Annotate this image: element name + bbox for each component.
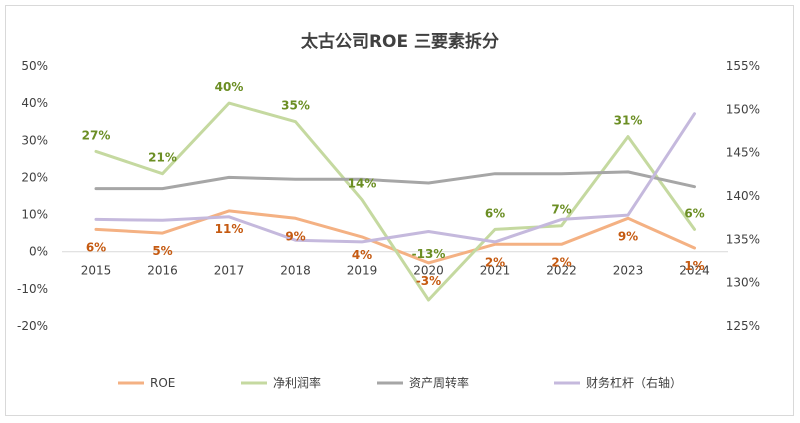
- x-tick-label: 2023: [613, 264, 644, 278]
- series-line: [94, 170, 696, 191]
- x-tick-label: 2019: [347, 264, 378, 278]
- series-lines: [94, 101, 696, 302]
- net-margin-data-label: 6%: [684, 206, 704, 220]
- net-margin-data-label: 21%: [148, 151, 177, 165]
- roe-data-label: 9%: [285, 229, 305, 243]
- left-tick-label: 10%: [21, 208, 48, 222]
- roe-data-label: 5%: [152, 244, 172, 258]
- roe-data-label: 1%: [684, 259, 704, 273]
- left-tick-label: 20%: [21, 170, 48, 184]
- legend-label: ROE: [150, 376, 175, 390]
- right-tick-label: 130%: [726, 276, 760, 290]
- roe-data-label: 11%: [215, 222, 244, 236]
- series-line: [94, 101, 696, 302]
- x-tick-label: 2015: [81, 264, 112, 278]
- x-tick-label: 2022: [546, 264, 577, 278]
- right-tick-label: 135%: [726, 232, 760, 246]
- right-tick-label: 155%: [726, 59, 760, 73]
- left-tick-label: 30%: [21, 133, 48, 147]
- net-margin-data-label: 6%: [485, 206, 505, 220]
- series-line: [94, 112, 696, 244]
- right-tick-label: 145%: [726, 146, 760, 160]
- legend-label: 净利润率: [273, 375, 321, 390]
- legend-label: 财务杠杆（右轴）: [586, 375, 682, 390]
- right-axis: 155% 150% 145% 140% 135% 130% 125%: [726, 59, 760, 333]
- net-margin-data-label: 31%: [614, 114, 643, 128]
- roe-data-label: 6%: [86, 240, 106, 254]
- x-tick-label: 2018: [280, 264, 311, 278]
- left-tick-label: -20%: [17, 319, 48, 333]
- left-tick-label: 0%: [29, 245, 48, 259]
- net-margin-data-label: -13%: [412, 247, 446, 261]
- net-margin-data-label: 40%: [215, 80, 244, 94]
- right-tick-label: 125%: [726, 319, 760, 333]
- net-margin-data-label: 14%: [348, 177, 377, 191]
- left-tick-label: -10%: [17, 282, 48, 296]
- x-tick-label: 2020: [413, 264, 444, 278]
- x-tick-label: 2024: [679, 264, 710, 278]
- net-margin-data-label: 35%: [281, 99, 310, 113]
- roe-data-label: 2%: [551, 255, 571, 269]
- roe-data-label: 9%: [618, 229, 638, 243]
- chart-title: 太古公司ROE 三要素拆分: [301, 31, 499, 52]
- net-margin-data-label: 7%: [551, 203, 571, 217]
- x-tick-label: 2017: [214, 264, 245, 278]
- right-tick-label: 140%: [726, 189, 760, 203]
- net-margin-data-label: 27%: [82, 128, 111, 142]
- roe-data-label: 4%: [352, 248, 372, 262]
- legend-label: 资产周转率: [409, 375, 469, 390]
- data-labels: 6% 5% 11% 9% 4% -3% 2% 2% 9% 1% 27% 21% 40% 35% 14% -13…: [82, 80, 705, 288]
- roe-data-label: 2%: [485, 255, 505, 269]
- left-axis: 50% 40% 30% 20% 10% 0% -10% -20%: [17, 59, 48, 333]
- left-tick-label: 40%: [21, 96, 48, 110]
- left-tick-label: 50%: [21, 59, 48, 73]
- roe-data-label: -3%: [416, 274, 441, 288]
- x-tick-label: 2021: [480, 264, 511, 278]
- legend: ROE 净利润率 资产周转率 财务杠杆（右轴）: [118, 375, 682, 390]
- x-axis: 2015 2016 2017 2018 2019 2020 2021 2022 2023 2024: [81, 264, 710, 278]
- x-tick-label: 2016: [147, 264, 178, 278]
- right-tick-label: 150%: [726, 102, 760, 116]
- chart-frame: [5, 5, 794, 416]
